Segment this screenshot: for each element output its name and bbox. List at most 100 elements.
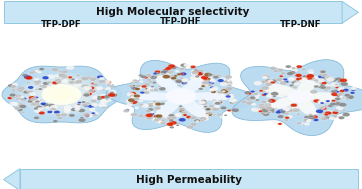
Circle shape — [128, 84, 134, 88]
Circle shape — [291, 104, 295, 106]
Circle shape — [264, 82, 268, 84]
Circle shape — [311, 76, 318, 79]
Circle shape — [66, 66, 74, 70]
Circle shape — [313, 119, 319, 121]
Circle shape — [200, 101, 208, 105]
Circle shape — [88, 89, 94, 93]
Circle shape — [179, 105, 182, 107]
Circle shape — [285, 88, 316, 105]
Circle shape — [83, 93, 90, 97]
Circle shape — [147, 87, 151, 89]
Circle shape — [60, 74, 68, 78]
Polygon shape — [135, 75, 227, 118]
Circle shape — [267, 81, 272, 83]
Circle shape — [192, 70, 199, 74]
Circle shape — [334, 102, 342, 106]
Circle shape — [279, 81, 283, 83]
Circle shape — [55, 91, 68, 98]
Circle shape — [29, 71, 34, 74]
Circle shape — [158, 85, 161, 87]
Circle shape — [227, 84, 232, 86]
Circle shape — [181, 81, 188, 84]
Circle shape — [317, 100, 325, 104]
Circle shape — [38, 99, 42, 101]
Polygon shape — [342, 1, 358, 23]
Circle shape — [58, 73, 66, 77]
Circle shape — [211, 90, 216, 93]
Circle shape — [128, 98, 135, 102]
Circle shape — [211, 79, 214, 81]
Circle shape — [299, 80, 304, 82]
Circle shape — [180, 72, 187, 76]
Circle shape — [170, 66, 177, 69]
Circle shape — [148, 79, 214, 113]
Circle shape — [205, 73, 209, 75]
Circle shape — [291, 68, 298, 72]
Circle shape — [14, 94, 21, 97]
Circle shape — [160, 122, 166, 125]
Circle shape — [179, 77, 184, 79]
Circle shape — [213, 101, 218, 104]
Text: High Permeability: High Permeability — [136, 175, 242, 184]
Circle shape — [316, 109, 323, 113]
Circle shape — [155, 116, 162, 120]
Circle shape — [169, 121, 177, 125]
Circle shape — [42, 103, 49, 107]
Circle shape — [325, 86, 331, 90]
Circle shape — [91, 112, 95, 114]
Circle shape — [76, 74, 80, 77]
Circle shape — [222, 91, 226, 92]
Circle shape — [25, 76, 33, 80]
Circle shape — [14, 107, 21, 110]
Circle shape — [275, 111, 281, 114]
Circle shape — [208, 81, 215, 84]
Circle shape — [221, 96, 229, 100]
Circle shape — [333, 109, 338, 112]
Circle shape — [265, 79, 272, 83]
Circle shape — [308, 115, 315, 120]
Circle shape — [99, 77, 105, 80]
Circle shape — [145, 74, 152, 77]
Circle shape — [294, 82, 299, 85]
Circle shape — [73, 84, 81, 87]
Circle shape — [62, 76, 67, 79]
Circle shape — [148, 105, 152, 107]
Circle shape — [109, 91, 114, 94]
Circle shape — [279, 94, 285, 97]
Circle shape — [61, 70, 68, 74]
Circle shape — [191, 72, 198, 76]
Circle shape — [10, 85, 16, 88]
Circle shape — [305, 76, 313, 80]
Text: TFP-DHF: TFP-DHF — [160, 17, 202, 26]
Text: TFP-DPF: TFP-DPF — [41, 20, 82, 29]
Circle shape — [214, 102, 218, 104]
Circle shape — [90, 82, 95, 84]
Circle shape — [200, 119, 205, 122]
Circle shape — [58, 71, 62, 73]
Circle shape — [246, 101, 253, 105]
Circle shape — [268, 87, 275, 91]
Circle shape — [213, 114, 216, 116]
Circle shape — [293, 92, 308, 100]
Circle shape — [140, 75, 146, 78]
Circle shape — [168, 114, 174, 117]
Circle shape — [326, 76, 331, 79]
Circle shape — [41, 102, 46, 105]
Circle shape — [167, 116, 174, 120]
Circle shape — [98, 80, 106, 84]
Circle shape — [107, 84, 111, 86]
Circle shape — [319, 85, 326, 89]
Circle shape — [340, 78, 347, 82]
Circle shape — [109, 90, 116, 94]
Circle shape — [265, 111, 270, 114]
Circle shape — [34, 96, 38, 98]
Circle shape — [198, 88, 203, 90]
Circle shape — [270, 81, 275, 84]
Circle shape — [251, 108, 258, 112]
Circle shape — [62, 80, 68, 83]
Circle shape — [244, 91, 252, 95]
Circle shape — [28, 77, 95, 112]
Circle shape — [48, 104, 55, 107]
Circle shape — [30, 86, 35, 89]
Circle shape — [287, 115, 292, 118]
